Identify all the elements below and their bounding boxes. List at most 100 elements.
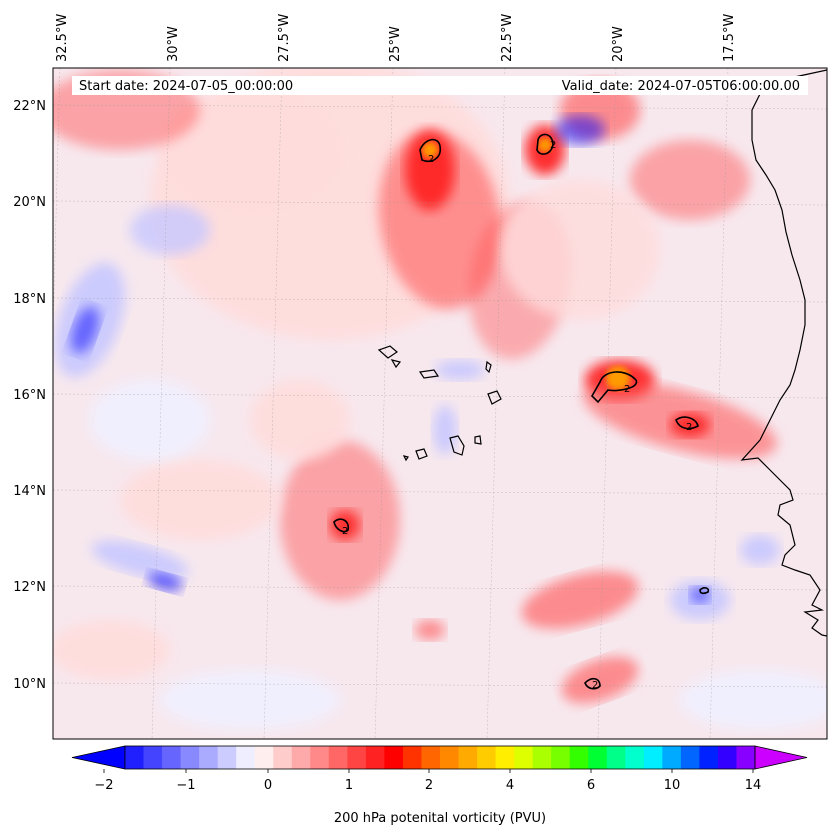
parallel-line	[53, 297, 827, 303]
pv-blob	[435, 360, 485, 380]
colorbar-label: 200 hPa potenital vorticity (PVU)	[334, 811, 546, 826]
longitude-labels: 32.5°W 30°W 27.5°W 25°W 22.5°W 20°W 17.5°W	[55, 14, 737, 62]
pv-blob	[561, 656, 639, 704]
pv-2-contours: 2 2 2 2 2 2	[333, 133, 710, 691]
africa-coastline	[740, 69, 827, 637]
parallel-line	[53, 585, 827, 591]
colorbar-tick-label: 14	[745, 778, 762, 793]
colorbar-swatch	[717, 746, 737, 769]
cape-verde-sao-nicolau	[418, 369, 440, 379]
colorbar-swatch	[625, 746, 645, 769]
contour-label: 2	[686, 422, 692, 433]
colorbar-swatch	[347, 746, 367, 769]
colorbar-swatch	[643, 746, 663, 769]
pv-core	[538, 138, 552, 152]
contour-label: 2	[624, 384, 630, 395]
pv-blob	[670, 413, 710, 437]
contour-label: 2	[428, 154, 434, 165]
pv-blob	[690, 587, 710, 603]
pv-blob	[70, 306, 100, 354]
colorbar-swatch	[588, 746, 608, 769]
contour-label: 2	[592, 680, 598, 691]
colorbar-swatch	[699, 746, 719, 769]
latitude-label: 22°N	[13, 99, 46, 114]
colorbar-swatch	[384, 746, 404, 769]
pv-blob	[740, 535, 780, 565]
contour-label: 2	[342, 526, 348, 537]
pv-blob	[433, 405, 457, 455]
colorbar-swatch	[291, 746, 311, 769]
valid-date-text: Valid_date: 2024-07-05T06:00:00.00	[562, 79, 800, 94]
cape-verde-santo-antao	[377, 345, 398, 359]
colorbar-swatch	[402, 746, 422, 769]
longitude-label: 30°W	[166, 26, 181, 62]
colorbar-tick-label: −2	[94, 778, 113, 793]
colorbar-swatch	[569, 746, 589, 769]
pv-core	[422, 142, 438, 158]
pv-blob	[521, 571, 639, 629]
latitude-label: 10°N	[13, 677, 46, 692]
pv-blob	[415, 620, 445, 640]
colorbar-tick-label: 4	[506, 778, 514, 793]
colorbar-swatch	[477, 746, 497, 769]
longitude-label: 22.5°W	[500, 14, 515, 62]
colorbar-tick-label: 6	[587, 778, 595, 793]
pv-contour-line	[584, 677, 601, 690]
colorbar-outline	[124, 745, 756, 770]
latitude-label: 16°N	[13, 388, 46, 403]
pv-blob	[330, 510, 360, 540]
longitude-label: 27.5°W	[277, 14, 292, 62]
cape-verde-sal	[485, 360, 492, 374]
colorbar-swatch	[421, 746, 441, 769]
pv-blob	[630, 140, 750, 220]
latitude-label: 18°N	[13, 292, 46, 307]
parallel-line	[53, 489, 827, 495]
colorbar-swatch	[440, 746, 460, 769]
colorbar-swatch	[458, 746, 478, 769]
map-panel: 2 2 2 2 2 2	[53, 68, 827, 739]
latitude-label: 12°N	[13, 580, 46, 595]
latitude-labels: 22°N 20°N 18°N 16°N 14°N 12°N 10°N	[13, 99, 46, 692]
longitude-label: 20°W	[611, 26, 626, 62]
colorbar: −2 −1 0 1 2 4 6 10 14	[71, 745, 808, 793]
longitude-label: 17.5°W	[722, 14, 737, 62]
parallel-line	[53, 200, 827, 206]
cape-verde-brava	[402, 455, 409, 462]
pv-contour-line	[536, 133, 554, 155]
longitude-label: 32.5°W	[55, 14, 70, 62]
colorbar-tick-label: 1	[345, 778, 353, 793]
colorbar-swatch	[199, 746, 219, 769]
parallel-line	[53, 393, 827, 399]
colorbar-swatch	[606, 746, 626, 769]
colorbar-swatch	[310, 746, 330, 769]
latitude-label: 14°N	[13, 484, 46, 499]
colorbar-swatch	[125, 746, 145, 769]
pv-blob	[680, 670, 827, 730]
latitude-label: 20°N	[13, 195, 46, 210]
colorbar-swatch	[736, 746, 756, 769]
pv-blob	[405, 130, 455, 210]
pv-blob	[91, 540, 189, 580]
pv-contour-line	[333, 518, 350, 533]
colorbar-tick-label: 2	[425, 778, 433, 793]
colorbar-tick-label: −1	[176, 778, 195, 793]
pv-blob	[120, 460, 280, 540]
colorbar-swatch	[495, 746, 515, 769]
colorbar-swatch	[532, 746, 552, 769]
contour-label: 2	[550, 140, 556, 151]
parallel-line	[53, 104, 827, 110]
parallel-line	[53, 682, 827, 688]
colorbar-swatch	[365, 746, 385, 769]
colorbar-tick-label: 10	[664, 778, 681, 793]
header-strip	[72, 76, 808, 95]
colorbar-swatch	[328, 746, 348, 769]
colorbar-extend-high	[754, 745, 808, 770]
colorbar-swatch	[273, 746, 293, 769]
pv-blob	[53, 620, 170, 680]
longitude-label: 25°W	[388, 26, 403, 62]
pv-blob	[130, 205, 210, 255]
colorbar-swatch	[180, 746, 200, 769]
cape-verde-sao-vicente	[390, 359, 402, 369]
colorbar-swatch	[662, 746, 682, 769]
